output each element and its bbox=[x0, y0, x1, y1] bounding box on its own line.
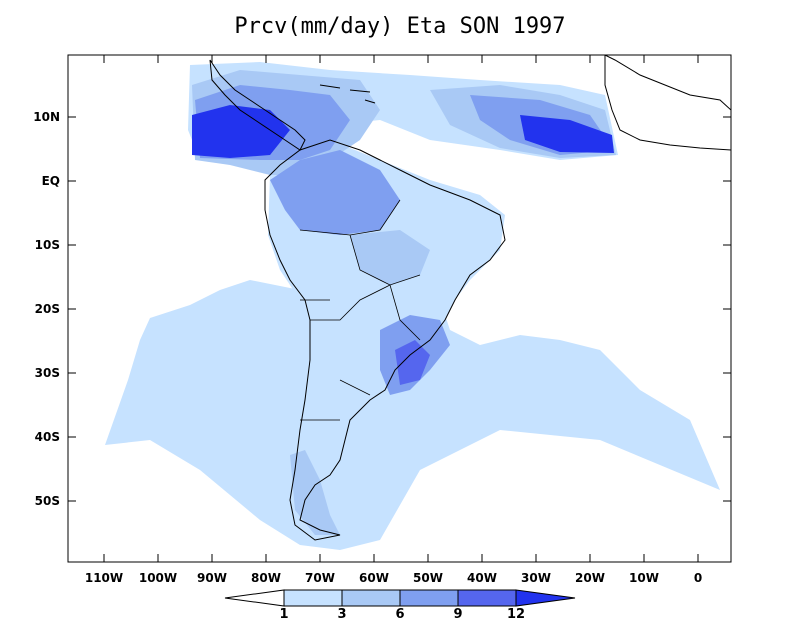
y-tick-label: EQ bbox=[42, 174, 60, 188]
colorbar-segment-0 bbox=[224, 589, 285, 607]
shade-southern-tip bbox=[290, 450, 340, 535]
y-axis-labels: 10N EQ 10S 20S 30S 40S 50S bbox=[33, 110, 60, 508]
colorbar-segment-5 bbox=[515, 589, 576, 607]
y-tick-label: 10S bbox=[35, 238, 60, 252]
y-tick-label: 40S bbox=[35, 430, 60, 444]
colorbar-labels: 1 3 6 9 12 bbox=[279, 607, 525, 618]
shade-itcz-max bbox=[192, 105, 290, 158]
x-tick-label: 50W bbox=[413, 571, 443, 585]
caribbean-islands bbox=[319, 84, 376, 104]
y-axis bbox=[68, 116, 731, 502]
colorbar-level-label: 6 bbox=[395, 607, 404, 618]
x-tick-label: 70W bbox=[305, 571, 335, 585]
colorbar-level-label: 9 bbox=[453, 607, 462, 618]
map-title: Prcv(mm/day) Eta SON 1997 bbox=[234, 14, 566, 39]
x-tick-label: 80W bbox=[251, 571, 281, 585]
colorbar-level-label: 3 bbox=[337, 607, 346, 618]
precipitation-shading bbox=[105, 62, 720, 550]
x-tick-label: 0 bbox=[694, 571, 702, 585]
x-tick-label: 40W bbox=[467, 571, 497, 585]
colorbar-segment-3 bbox=[399, 589, 459, 607]
colorbar-segment-4 bbox=[457, 589, 517, 607]
internal-borders bbox=[299, 199, 421, 421]
shade-amazon bbox=[270, 150, 400, 235]
shade-south-atlantic bbox=[105, 280, 720, 550]
x-tick-label: 60W bbox=[359, 571, 389, 585]
colorbar-segment-2 bbox=[341, 589, 401, 607]
x-tick-label: 10W bbox=[629, 571, 659, 585]
x-tick-label: 90W bbox=[197, 571, 227, 585]
colorbar bbox=[224, 589, 576, 607]
shade-central-brazil bbox=[350, 230, 430, 285]
y-tick-label: 50S bbox=[35, 494, 60, 508]
x-tick-label: 100W bbox=[139, 571, 177, 585]
shade-southeast-max bbox=[395, 340, 430, 385]
central-america-outline bbox=[209, 59, 306, 151]
x-tick-label: 110W bbox=[85, 571, 123, 585]
africa-outline bbox=[604, 55, 731, 151]
colorbar-segment-1 bbox=[283, 589, 343, 607]
coastlines bbox=[209, 55, 731, 541]
y-tick-label: 10N bbox=[33, 110, 60, 124]
x-tick-label: 30W bbox=[521, 571, 551, 585]
colorbar-level-label: 12 bbox=[507, 607, 525, 618]
y-tick-label: 20S bbox=[35, 302, 60, 316]
x-tick-label: 20W bbox=[575, 571, 605, 585]
shade-itcz-max-east bbox=[520, 115, 614, 153]
south-america-outline bbox=[264, 139, 506, 541]
x-axis bbox=[103, 55, 699, 562]
y-tick-label: 30S bbox=[35, 366, 60, 380]
colorbar-level-label: 1 bbox=[279, 607, 288, 618]
x-axis-labels: 110W 100W 90W 80W 70W 60W 50W 40W 30W 20… bbox=[85, 571, 702, 585]
